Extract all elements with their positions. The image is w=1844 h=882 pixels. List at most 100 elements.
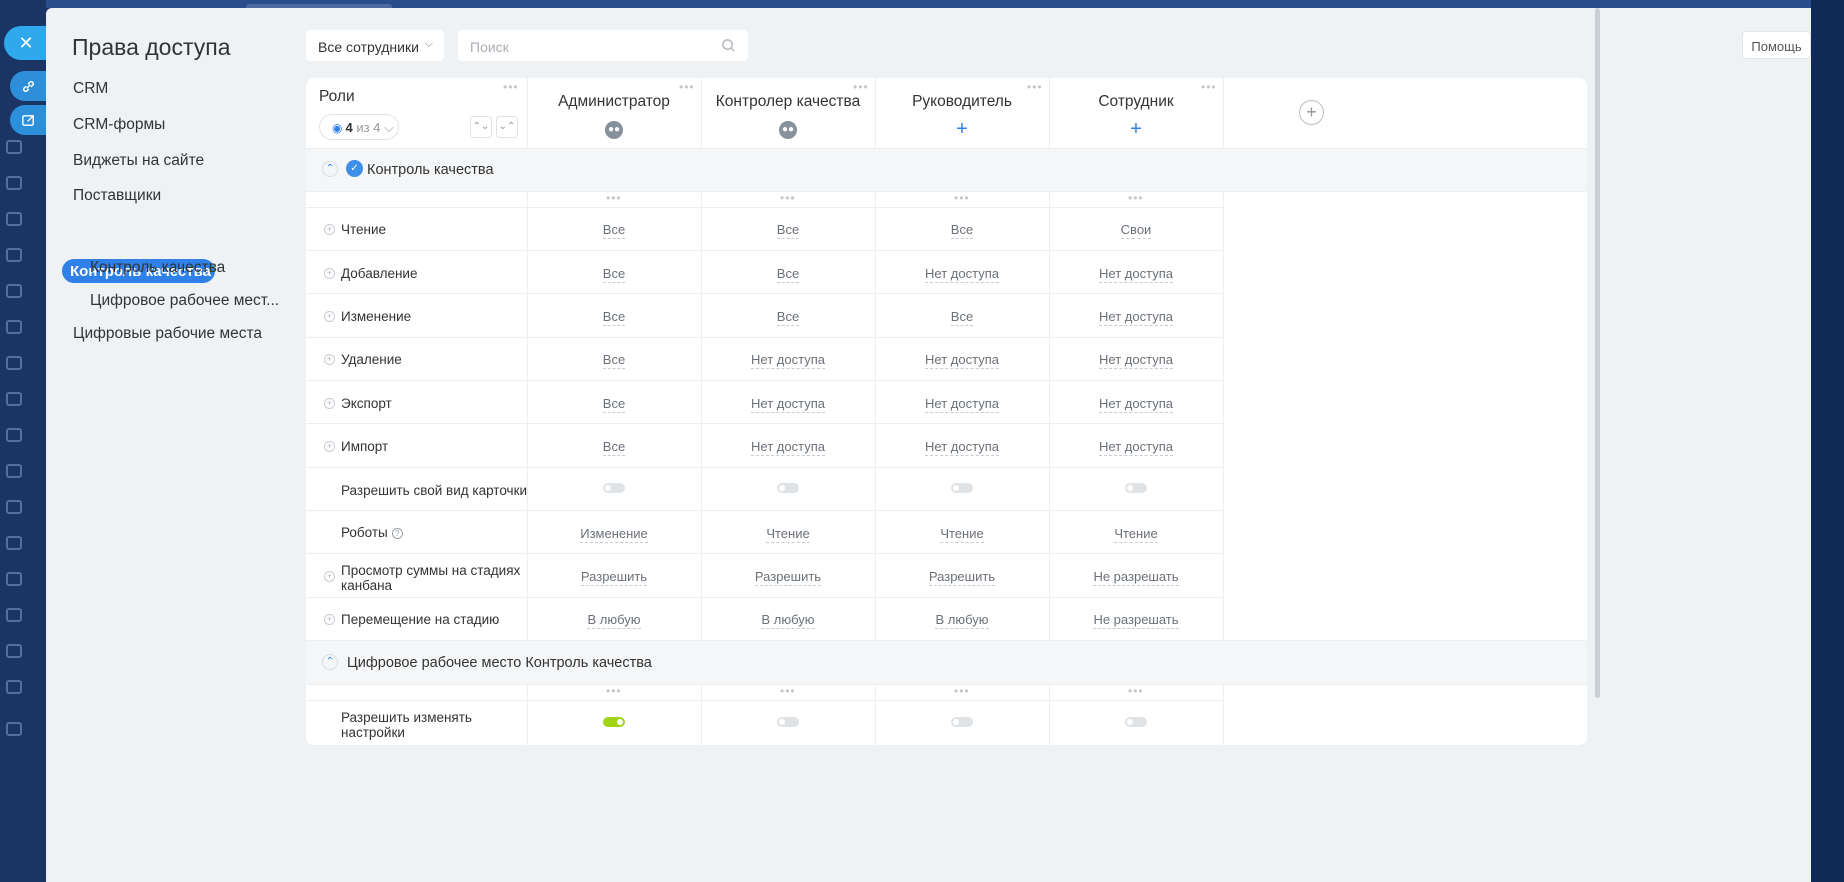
bg-menu-icon	[6, 212, 22, 226]
permission-cell[interactable]: Все	[602, 309, 626, 326]
column-drag-dots-icon[interactable]: •••	[1128, 684, 1144, 698]
employee-filter-dropdown[interactable]: Все сотрудники ⌵	[306, 30, 444, 61]
expand-row-icon[interactable]: +	[324, 441, 335, 452]
expand-row-icon[interactable]: +	[324, 398, 335, 409]
permission-cell[interactable]: Все	[776, 309, 800, 326]
permission-cell[interactable]: Все	[602, 266, 626, 283]
permission-cell[interactable]: Изменение	[580, 526, 648, 543]
permission-cell[interactable]: Нет доступа	[925, 266, 999, 283]
permission-cell[interactable]: Нет доступа	[751, 352, 825, 369]
expand-row-icon[interactable]: +	[324, 571, 335, 582]
help-icon[interactable]: ?	[391, 528, 403, 539]
menu-item-digital-workplaces[interactable]: Цифровые рабочие места	[73, 325, 263, 342]
expand-all-button[interactable]: ⌄⌃	[496, 116, 518, 138]
permission-toggle[interactable]	[777, 483, 799, 493]
expand-row-icon[interactable]: +	[324, 224, 335, 235]
role-name-manager[interactable]: Руководитель	[912, 93, 1012, 110]
permission-toggle[interactable]	[1125, 717, 1147, 727]
role-menu-dots-icon[interactable]: •••	[853, 80, 869, 94]
column-drag-dots-icon[interactable]: •••	[1128, 191, 1144, 205]
permission-cell[interactable]: Разрешить	[580, 569, 648, 586]
permission-cell[interactable]: Все	[602, 222, 626, 239]
menu-item-suppliers[interactable]: Поставщики	[73, 187, 162, 204]
permission-cell[interactable]: Свои	[1120, 222, 1152, 239]
permission-cell[interactable]: Нет доступа	[1099, 266, 1173, 283]
permission-cell[interactable]: Все	[602, 439, 626, 456]
plus-icon[interactable]: +	[1130, 118, 1142, 140]
help-button[interactable]: Помощь	[1742, 31, 1811, 59]
permission-cell[interactable]: Нет доступа	[751, 439, 825, 456]
permission-cell[interactable]: Чтение	[766, 526, 810, 543]
permission-toggle[interactable]	[1125, 483, 1147, 493]
permission-cell[interactable]: Все	[776, 222, 800, 239]
permission-cell[interactable]: Разрешить	[754, 569, 822, 586]
permission-cell[interactable]: В любую	[761, 612, 815, 629]
roles-menu-dots-icon[interactable]: •••	[503, 80, 519, 94]
role-menu-dots-icon[interactable]: •••	[1027, 80, 1043, 94]
permission-cell[interactable]: В любую	[587, 612, 641, 629]
permission-cell[interactable]: Разрешить	[928, 569, 996, 586]
permission-cell[interactable]: Нет доступа	[925, 352, 999, 369]
menu-item-quality-control-active[interactable]: Контроль качества	[62, 259, 215, 283]
role-name-quality-controller[interactable]: Контролер качества	[715, 93, 861, 110]
permission-cell[interactable]: Все	[602, 352, 626, 369]
expand-row-icon[interactable]: +	[324, 354, 335, 365]
expand-row-icon[interactable]: +	[324, 311, 335, 322]
users-icon[interactable]: ●●	[779, 121, 797, 139]
permission-cell[interactable]: Все	[776, 266, 800, 283]
chevron-up-icon[interactable]: ⌃	[322, 161, 338, 177]
column-drag-dots-icon[interactable]: •••	[780, 191, 796, 205]
permission-cell[interactable]: Чтение	[1114, 526, 1158, 543]
permission-cell[interactable]: В любую	[935, 612, 989, 629]
close-panel-button[interactable]: ✕	[4, 26, 48, 60]
role-menu-dots-icon[interactable]: •••	[1201, 80, 1217, 94]
permission-toggle-on[interactable]	[603, 717, 625, 727]
permission-toggle[interactable]	[777, 717, 799, 727]
permission-cell[interactable]: Нет доступа	[1099, 439, 1173, 456]
plus-icon[interactable]: +	[956, 118, 968, 140]
roles-visibility-counter[interactable]: ◉ 4 из 4 ⌵	[319, 114, 399, 140]
collapse-all-button[interactable]: ⌃⌄	[470, 116, 492, 138]
column-drag-dots-icon[interactable]: •••	[606, 684, 622, 698]
permission-cell[interactable]: Не разрешать	[1093, 569, 1179, 586]
column-drag-dots-icon[interactable]: •••	[606, 191, 622, 205]
menu-subitem-quality-control[interactable]: Контроль качества	[90, 259, 226, 276]
menu-subitem-digital-workplace[interactable]: Цифровое рабочее мест...	[90, 292, 280, 309]
column-drag-dots-icon[interactable]: •••	[954, 684, 970, 698]
permission-cell[interactable]: Нет доступа	[925, 396, 999, 413]
menu-item-crm-forms[interactable]: CRM-формы	[73, 116, 166, 133]
permission-cell[interactable]: Все	[602, 396, 626, 413]
search-input[interactable]: Поиск	[458, 30, 748, 61]
permission-cell[interactable]: Все	[950, 309, 974, 326]
expand-row-icon[interactable]: +	[324, 268, 335, 279]
role-menu-dots-icon[interactable]: •••	[679, 80, 695, 94]
role-name-employee[interactable]: Сотрудник	[1098, 93, 1174, 110]
expand-row-icon[interactable]: +	[324, 614, 335, 625]
open-new-window-button[interactable]	[10, 105, 46, 135]
menu-item-site-widgets[interactable]: Виджеты на сайте	[73, 152, 205, 169]
copy-link-button[interactable]	[10, 71, 46, 101]
permission-toggle[interactable]	[603, 483, 625, 493]
permission-cell[interactable]: Нет доступа	[1099, 309, 1173, 326]
permission-cell[interactable]: Чтение	[940, 526, 984, 543]
add-role-button[interactable]: +	[1299, 100, 1324, 125]
row-divider	[306, 700, 1223, 701]
permission-cell[interactable]: Нет доступа	[751, 396, 825, 413]
permission-cell[interactable]: Нет доступа	[925, 439, 999, 456]
permission-toggle[interactable]	[951, 717, 973, 727]
permission-cell[interactable]: Все	[950, 222, 974, 239]
column-drag-dots-icon[interactable]: •••	[780, 684, 796, 698]
permission-cell[interactable]: Нет доступа	[1099, 352, 1173, 369]
permission-cell[interactable]: Не разрешать	[1093, 612, 1179, 629]
role-name-administrator[interactable]: Администратор	[558, 93, 670, 110]
column-drag-dots-icon[interactable]: •••	[954, 191, 970, 205]
permission-toggle[interactable]	[951, 483, 973, 493]
panel-scrollbar[interactable]	[1595, 8, 1600, 698]
users-icon[interactable]: ●●	[605, 121, 623, 139]
section-header[interactable]: ⌃ ✓ Контроль качества	[306, 148, 1587, 191]
section-header[interactable]: ⌃ Цифровое рабочее место Контроль качест…	[306, 641, 1587, 684]
menu-item-crm[interactable]: CRM	[73, 80, 109, 97]
permission-cell[interactable]: Нет доступа	[1099, 396, 1173, 413]
roles-total-count: из 4	[356, 120, 381, 135]
chevron-up-icon[interactable]: ⌃	[322, 654, 338, 670]
